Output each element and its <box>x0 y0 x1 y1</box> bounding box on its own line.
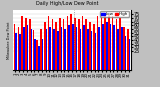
Bar <box>55 21 57 70</box>
Bar <box>95 33 96 70</box>
Bar <box>49 27 51 70</box>
Bar <box>59 18 61 70</box>
Bar <box>27 25 28 70</box>
Bar <box>101 14 102 70</box>
Bar <box>74 18 76 70</box>
Bar <box>76 27 77 70</box>
Bar <box>89 21 91 70</box>
Bar <box>64 29 66 70</box>
Bar <box>34 39 36 70</box>
Bar <box>46 29 47 70</box>
Bar <box>29 19 31 70</box>
Bar <box>98 27 100 70</box>
Bar <box>44 21 46 70</box>
Bar <box>121 27 123 70</box>
Bar <box>57 31 59 70</box>
Bar <box>40 29 42 70</box>
Bar <box>42 39 43 70</box>
Bar <box>25 18 27 70</box>
Bar <box>113 25 115 70</box>
Bar <box>110 24 111 70</box>
Bar <box>106 21 108 70</box>
Bar <box>61 27 62 70</box>
Bar <box>123 27 125 70</box>
Bar <box>112 16 113 70</box>
Bar <box>127 29 129 70</box>
Bar <box>36 40 38 70</box>
Bar <box>83 25 85 70</box>
Bar <box>38 46 40 70</box>
Bar <box>31 29 32 70</box>
Bar <box>19 34 21 70</box>
Bar <box>108 15 110 70</box>
Bar <box>72 24 74 70</box>
Bar <box>48 16 49 70</box>
Bar <box>68 25 70 70</box>
Bar <box>102 24 104 70</box>
Bar <box>117 29 119 70</box>
Bar <box>80 29 81 70</box>
Bar <box>82 16 83 70</box>
Bar <box>119 18 121 70</box>
Bar <box>125 36 126 70</box>
Bar <box>14 24 15 70</box>
Bar <box>85 19 87 70</box>
Bar <box>129 39 130 70</box>
Bar <box>93 24 95 70</box>
Bar <box>52 19 53 70</box>
Bar <box>63 19 64 70</box>
Bar <box>21 16 23 70</box>
Bar <box>15 33 17 70</box>
Legend: Low, High: Low, High <box>100 11 129 17</box>
Bar <box>97 16 98 70</box>
Bar <box>33 30 34 70</box>
Bar <box>70 14 72 70</box>
Bar <box>67 16 68 70</box>
Bar <box>18 27 19 70</box>
Bar <box>87 29 89 70</box>
Bar <box>78 19 80 70</box>
Y-axis label: Milwaukee Dew Point: Milwaukee Dew Point <box>7 21 11 59</box>
Bar <box>104 13 106 70</box>
Text: Daily High/Low Dew Point: Daily High/Low Dew Point <box>36 1 98 6</box>
Bar <box>23 27 25 70</box>
Bar <box>91 31 92 70</box>
Bar <box>53 29 55 70</box>
Bar <box>116 19 117 70</box>
